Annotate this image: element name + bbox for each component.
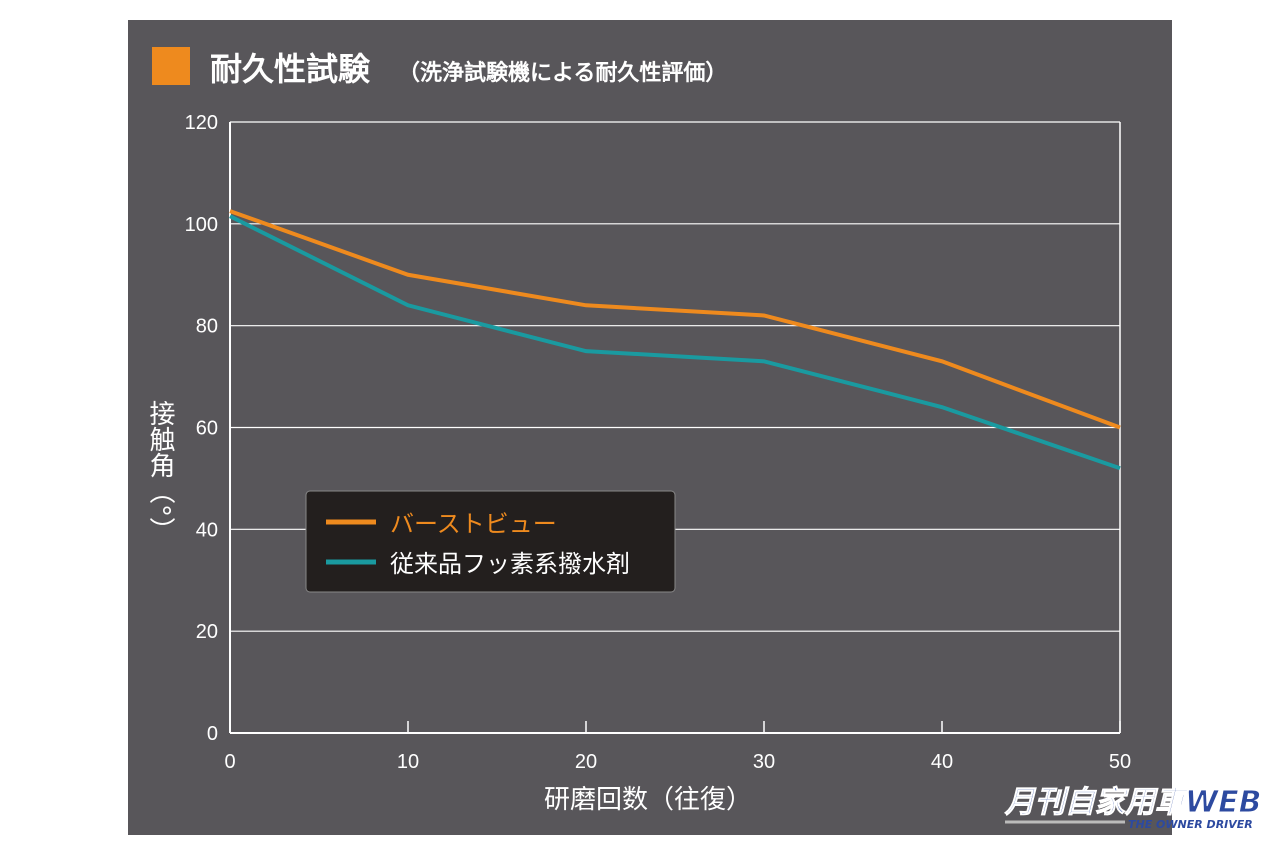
- watermark-logo: 月刊自家用車WEB THE OWNER DRIVER: [1004, 785, 1262, 832]
- x-tick-label: 30: [753, 751, 775, 773]
- x-axis-label: 研磨回数（往復）: [544, 785, 752, 815]
- chart-subtitle: （洗浄試験機による耐久性評価）: [398, 60, 727, 86]
- y-tick-label: 20: [196, 621, 218, 643]
- legend-label-1: 従来品フッ素系撥水剤: [390, 550, 630, 578]
- y-tick-label: 80: [196, 316, 218, 338]
- logo-text: 月刊自家用車WEB: [1004, 785, 1261, 820]
- chart-title: 耐久性試験: [210, 50, 371, 88]
- y-axis-label: 接触角（°）: [145, 400, 175, 543]
- logo-subtext: THE OWNER DRIVER: [1128, 818, 1253, 831]
- x-tick-label: 20: [575, 751, 597, 773]
- series-line-0: [229, 209, 1121, 430]
- y-tick-label: 60: [196, 418, 218, 440]
- x-tick-label: 50: [1109, 751, 1131, 773]
- y-tick-label: 100: [185, 214, 218, 236]
- series-line-1: [229, 214, 1121, 471]
- y-tick-label: 40: [196, 519, 218, 541]
- title-square-icon: [152, 47, 190, 85]
- legend-box: [305, 490, 676, 593]
- x-tick-label: 0: [224, 751, 235, 773]
- y-tick-label: 0: [207, 723, 218, 745]
- y-tick-label: 120: [185, 112, 218, 134]
- x-tick-label: 10: [397, 751, 419, 773]
- x-tick-label: 40: [931, 751, 953, 773]
- legend: バーストビュー 従来品フッ素系撥水剤: [305, 490, 676, 593]
- legend-label-0: バーストビュー: [390, 510, 557, 538]
